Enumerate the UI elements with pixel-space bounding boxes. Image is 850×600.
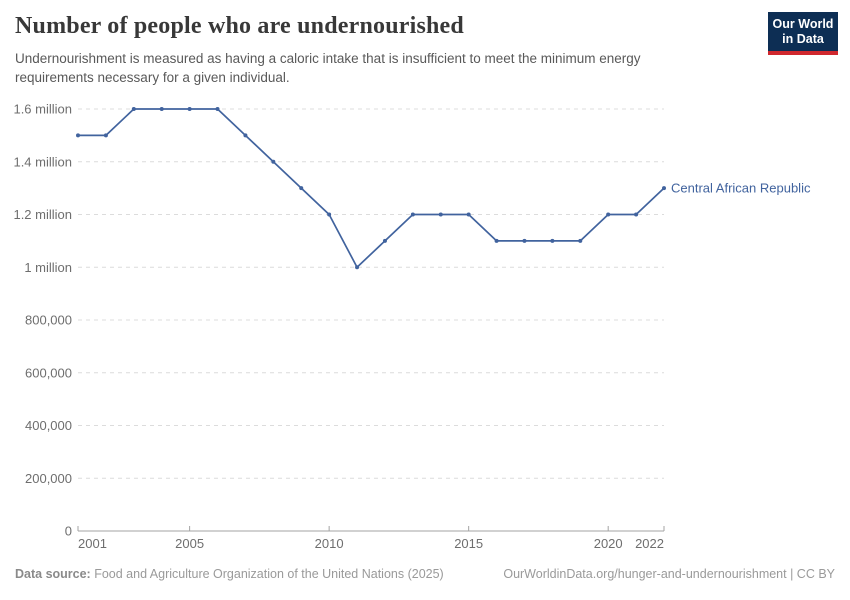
chart-title: Number of people who are undernourished xyxy=(15,13,464,39)
series-point xyxy=(187,107,192,111)
series-point xyxy=(355,265,360,270)
chart-subtitle: Undernourishment is measured as having a… xyxy=(15,51,641,85)
series-point xyxy=(215,107,220,111)
y-tick-label: 0 xyxy=(65,524,72,539)
y-tick-label: 200,000 xyxy=(25,471,72,486)
series-point xyxy=(76,133,80,138)
owid-logo-line2: in Data xyxy=(782,32,824,46)
series-point xyxy=(494,238,499,243)
y-tick-label: 600,000 xyxy=(25,365,72,380)
series-point xyxy=(550,238,555,243)
series-point xyxy=(438,212,443,217)
series-point xyxy=(159,107,164,111)
series-point xyxy=(243,133,248,138)
chart-header: Number of people who are undernourished … xyxy=(15,13,755,87)
series-point xyxy=(327,212,332,217)
chart-area: 0 200,000 400,000 600,000 800,000 1 million 1.… xyxy=(0,95,850,555)
data-source-label: Data source: xyxy=(15,567,91,581)
series-point xyxy=(382,238,387,243)
data-source-text: Food and Agriculture Organization of the… xyxy=(90,567,444,581)
series-line xyxy=(77,108,665,269)
series-point xyxy=(578,238,583,243)
owid-logo[interactable]: Our World in Data xyxy=(768,12,838,55)
series-point xyxy=(466,212,471,217)
series-point xyxy=(103,133,108,138)
y-tick-label: 800,000 xyxy=(25,313,72,328)
series-point xyxy=(299,186,304,191)
x-tick-label: 2010 xyxy=(315,536,344,551)
y-tick-label: 1.4 million xyxy=(13,154,72,169)
series-point xyxy=(271,159,276,164)
y-tick-label: 1.2 million xyxy=(13,207,72,222)
citation-link[interactable]: OurWorldinData.org/hunger-and-undernouri… xyxy=(503,567,835,581)
series-point xyxy=(634,212,639,217)
series-end-label: Central African Republic xyxy=(671,181,811,196)
y-tick-label: 1.6 million xyxy=(13,102,72,117)
x-tick-label: 2015 xyxy=(454,536,483,551)
owid-logo-line1: Our World xyxy=(772,17,834,31)
series-point xyxy=(606,212,611,217)
data-source: Data source: Food and Agriculture Organi… xyxy=(15,567,444,581)
x-tick-label: 2020 xyxy=(594,536,623,551)
y-tick-label: 400,000 xyxy=(25,418,72,433)
x-tick-label: 2005 xyxy=(175,536,204,551)
y-tick-label: 1 million xyxy=(24,260,72,275)
chart-footer: Data source: Food and Agriculture Organi… xyxy=(15,567,835,581)
series-point xyxy=(131,107,136,111)
series-point xyxy=(410,212,415,217)
x-tick-label: 2001 xyxy=(78,536,107,551)
line-chart-svg: 0 200,000 400,000 600,000 800,000 1 million 1.… xyxy=(13,102,811,552)
series-point xyxy=(662,186,666,191)
x-tick-label: 2022 xyxy=(635,536,664,551)
series-point xyxy=(522,238,527,243)
